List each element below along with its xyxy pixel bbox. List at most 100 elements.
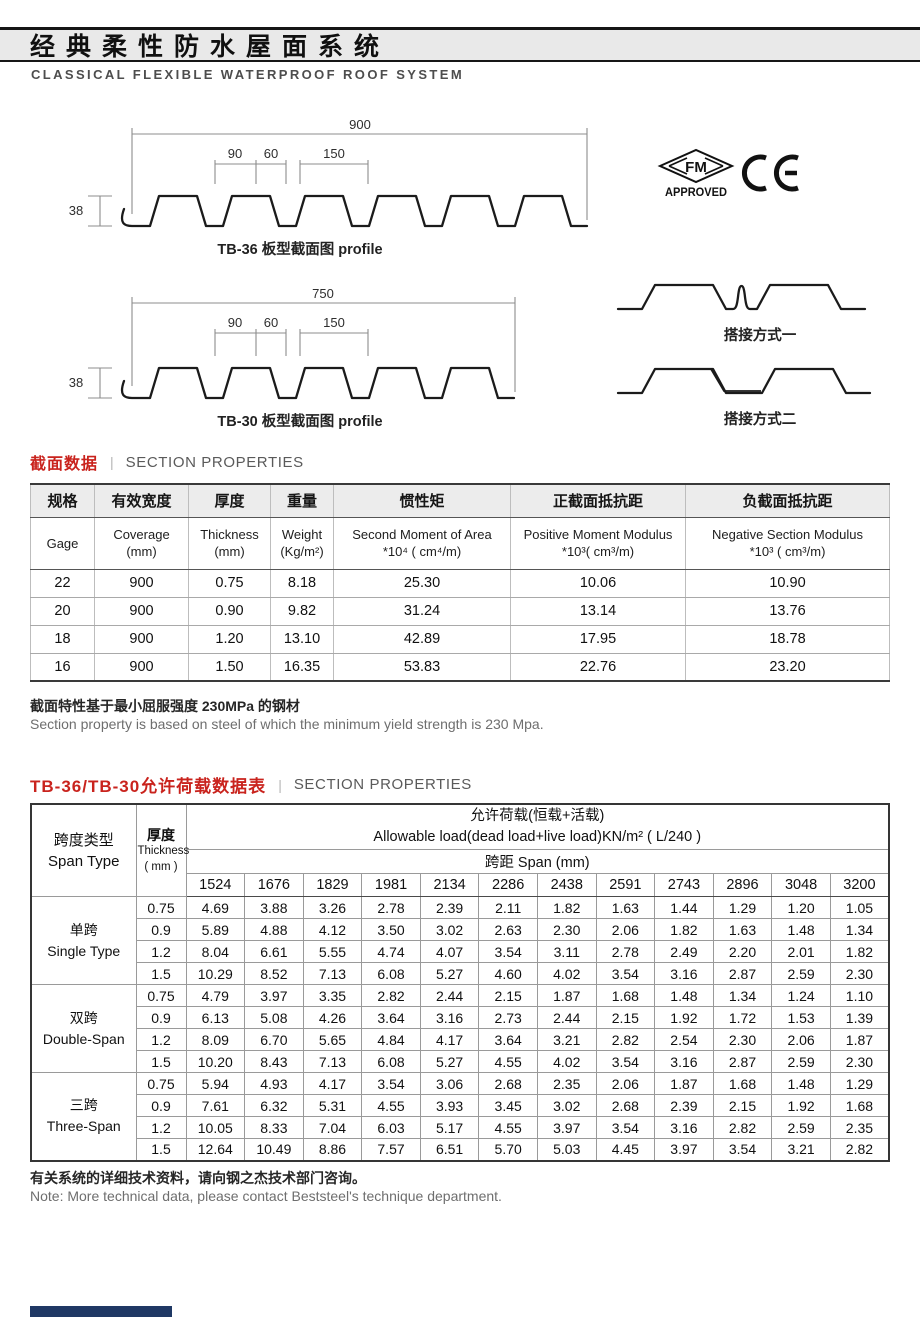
load-value-cell: 4.45	[595, 1138, 656, 1161]
load-value-cell: 1.05	[829, 896, 890, 919]
tb30-profile-label: TB-30 板型截面图 profile	[217, 414, 383, 430]
lap-method-1-label: 搭接方式一	[723, 328, 797, 344]
load-value-cell: 2.68	[478, 1072, 538, 1095]
load-value-cell: 7.13	[302, 962, 363, 985]
ce-mark-icon	[742, 154, 799, 192]
load-value-cell: 3.97	[536, 1116, 597, 1139]
load-value-cell: 2.44	[419, 984, 480, 1007]
load-value-cell: 2.30	[829, 962, 890, 985]
span-type-cell: 三跨 Three-Span	[30, 1072, 137, 1161]
load-value-cell: 2.39	[419, 896, 480, 919]
load-value-cell: 1.39	[829, 1006, 890, 1029]
thickness-value-cell: 0.75	[135, 984, 187, 1007]
load-value-cell: 3.02	[419, 918, 480, 941]
load-value-cell: 2.06	[595, 1072, 656, 1095]
load-value-cell: 1.24	[771, 984, 831, 1007]
footer-note-cn: 有关系统的详细技术资料，请向钢之杰技术部门咨询。	[30, 1170, 366, 1186]
load-value-cell: 2.01	[771, 940, 831, 963]
load-value-cell: 2.54	[654, 1028, 714, 1051]
dim-height: 38	[69, 375, 83, 390]
load-value-cell: 5.65	[302, 1028, 363, 1051]
load-value-cell: 6.13	[185, 1006, 246, 1029]
t1-data-cell: 53.83	[333, 653, 511, 681]
t1-data-cell: 13.76	[685, 597, 890, 626]
section1-heading: 截面数据 | SECTION PROPERTIES	[30, 450, 304, 474]
load-value-cell: 4.55	[361, 1094, 421, 1117]
tb36-profile-label: TB-36 板型截面图 profile	[217, 242, 383, 258]
load-value-cell: 4.88	[244, 918, 304, 941]
tb30-profile-drawing: 750 90 60 150 38	[69, 286, 516, 400]
load-value-cell: 3.16	[654, 1116, 714, 1139]
footer-note-en: Note: More technical data, please contac…	[30, 1188, 502, 1204]
thickness-value-cell: 0.9	[135, 1094, 187, 1117]
load-value-cell: 3.54	[595, 1050, 656, 1073]
section1-heading-en: SECTION PROPERTIES	[125, 453, 304, 471]
load-value-cell: 3.02	[536, 1094, 597, 1117]
load-value-cell: 2.82	[361, 984, 421, 1007]
t1-data-cell: 22.76	[510, 653, 686, 681]
load-value-cell: 3.11	[536, 940, 597, 963]
section2-heading-cn: TB-36/TB-30允许荷载数据表	[30, 777, 267, 796]
dim-a: 90	[228, 315, 242, 330]
load-value-cell: 4.74	[361, 940, 421, 963]
page-subtitle: CLASSICAL FLEXIBLE WATERPROOF ROOF SYSTE…	[31, 67, 465, 82]
load-value-cell: 7.04	[302, 1116, 363, 1139]
t1-header-en-cell: Positive Moment Modulus *10³( cm³/m)	[510, 517, 686, 570]
t1-data-cell: 31.24	[333, 597, 511, 626]
t1-data-cell: 42.89	[333, 625, 511, 654]
load-value-cell: 4.55	[478, 1116, 538, 1139]
load-value-cell: 4.17	[419, 1028, 480, 1051]
load-value-cell: 4.84	[361, 1028, 421, 1051]
load-value-cell: 8.09	[185, 1028, 246, 1051]
load-value-cell: 4.93	[244, 1072, 304, 1095]
section1-note-cn: 截面特性基于最小屈服强度 230MPa 的钢材	[30, 698, 300, 714]
t1-data-cell: 900	[94, 653, 189, 681]
load-value-cell: 2.63	[478, 918, 538, 941]
section1-heading-cn: 截面数据	[30, 456, 99, 473]
dim-a: 90	[228, 146, 242, 161]
load-value-cell: 1.92	[771, 1094, 831, 1117]
load-value-cell: 5.03	[536, 1138, 597, 1161]
load-value-cell: 1.20	[771, 896, 831, 919]
load-value-cell: 6.08	[361, 1050, 421, 1073]
load-value-cell: 6.51	[419, 1138, 480, 1161]
load-value-cell: 1.82	[829, 940, 890, 963]
load-value-cell: 8.33	[244, 1116, 304, 1139]
load-value-cell: 1.63	[595, 896, 656, 919]
load-value-cell: 3.06	[419, 1072, 480, 1095]
load-value-cell: 3.16	[654, 962, 714, 985]
load-value-cell: 3.64	[361, 1006, 421, 1029]
load-value-cell: 2.15	[595, 1006, 656, 1029]
load-value-cell: 2.82	[829, 1138, 890, 1161]
load-value-cell: 2.15	[478, 984, 538, 1007]
span-value-cell: 2134	[419, 873, 480, 897]
load-value-cell: 3.45	[478, 1094, 538, 1117]
span-value-cell: 1676	[244, 873, 304, 897]
load-value-cell: 1.29	[829, 1072, 890, 1095]
fm-approved-text: APPROVED	[665, 185, 727, 199]
load-value-cell: 2.87	[712, 1050, 773, 1073]
load-value-cell: 4.60	[478, 962, 538, 985]
header-band: 经典柔性防水屋面系统	[0, 27, 920, 62]
load-value-cell: 3.54	[595, 962, 656, 985]
dim-overall: 900	[349, 117, 371, 132]
t1-header-en-cell: Thickness (mm)	[188, 517, 271, 570]
load-value-cell: 3.93	[419, 1094, 480, 1117]
load-value-cell: 4.79	[185, 984, 246, 1007]
t1-header-cn-cell: 正截面抵抗距	[510, 484, 686, 518]
load-value-cell: 2.06	[595, 918, 656, 941]
load-value-cell: 8.52	[244, 962, 304, 985]
load-value-cell: 5.08	[244, 1006, 304, 1029]
load-value-cell: 2.59	[771, 962, 831, 985]
t1-header-cn-cell: 规格	[30, 484, 95, 518]
page-title: 经典柔性防水屋面系统	[30, 33, 391, 61]
dim-b: 60	[264, 146, 278, 161]
fm-text: FM	[685, 159, 707, 176]
span-value-cell: 2896	[712, 873, 773, 897]
load-value-cell: 7.13	[302, 1050, 363, 1073]
load-value-cell: 6.61	[244, 940, 304, 963]
load-value-cell: 5.55	[302, 940, 363, 963]
thickness-value-cell: 0.75	[135, 1072, 187, 1095]
load-value-cell: 1.68	[595, 984, 656, 1007]
thickness-value-cell: 1.5	[135, 962, 187, 985]
